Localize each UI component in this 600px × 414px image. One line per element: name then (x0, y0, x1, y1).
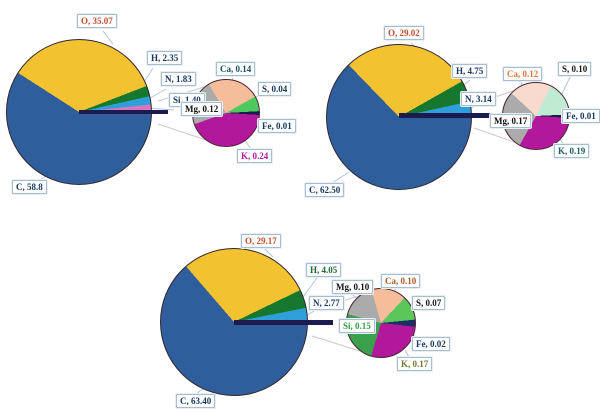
other-slice-bar-3 (234, 320, 333, 325)
label-H-2: H, 4.75 (452, 64, 488, 78)
label-N-3: N, 2.77 (309, 296, 344, 310)
label-Mg-1: Mg, 0.12 (181, 102, 223, 116)
leader-line (102, 30, 114, 45)
leader-line (262, 246, 274, 258)
leader-line (520, 80, 524, 90)
leader-line (250, 93, 263, 100)
leader-line (404, 349, 410, 358)
label-Mg-3: Mg, 0.10 (332, 280, 374, 294)
leader-line (195, 381, 213, 395)
label-C-3: C, 63.40 (176, 394, 216, 408)
label-S-1: S, 0.04 (258, 82, 292, 96)
label-Fe-1: Fe, 0.01 (258, 119, 296, 133)
main-pie-3 (160, 248, 308, 396)
leader-line (410, 42, 422, 53)
label-S-2: S, 0.10 (558, 62, 592, 76)
secondary-pie-2 (502, 82, 570, 150)
secondary-pie-3 (346, 288, 416, 358)
leader-line (560, 74, 572, 97)
label-O-3: O, 29.17 (241, 234, 281, 248)
connector-line (157, 123, 225, 147)
label-N-1: N, 1.83 (161, 72, 196, 86)
label-O-1: O, 35.07 (77, 14, 117, 28)
connector-line (157, 80, 225, 102)
connector-line (473, 83, 535, 105)
leader-line (136, 67, 154, 94)
label-K-3: K, 0.17 (397, 357, 433, 371)
leader-line (243, 138, 252, 150)
leader-line (393, 286, 397, 295)
label-Ca-2: Ca, 0.12 (503, 67, 543, 81)
connector-line (311, 335, 380, 358)
label-Fe-3: Fe, 0.02 (412, 337, 450, 351)
leader-line (558, 138, 567, 147)
leader-line (331, 171, 350, 184)
label-Fe-2: Fe, 0.01 (562, 109, 600, 123)
label-K-1: K, 0.24 (237, 149, 273, 163)
leader-line (305, 307, 320, 317)
other-slice-bar-1 (79, 110, 168, 114)
label-S-3: S, 0.07 (412, 296, 446, 310)
leader-line (408, 304, 420, 307)
secondary-pie-1 (192, 79, 260, 147)
main-pie-1 (6, 39, 152, 185)
leader-line (147, 107, 175, 111)
leader-line (302, 274, 320, 298)
leader-line (142, 88, 167, 103)
main-pie-2 (326, 44, 472, 190)
leader-line (349, 291, 357, 299)
connector-line (473, 127, 535, 150)
label-Si-3: Si, 0.15 (339, 319, 375, 333)
leader-line (39, 167, 59, 181)
label-K-2: K, 0.19 (554, 144, 590, 158)
connector-line (311, 289, 380, 311)
leader-line (451, 79, 471, 96)
label-H-3: H, 4.05 (306, 263, 342, 277)
label-Mg-2: Mg, 0.17 (490, 114, 532, 128)
leader-line (410, 330, 420, 343)
label-C-2: C, 62.50 (305, 183, 345, 197)
leader-line (457, 105, 477, 113)
label-Ca-1: Ca, 0.14 (216, 62, 256, 76)
label-Ca-3: Ca, 0.10 (381, 274, 421, 288)
label-O-2: O, 29.02 (384, 26, 424, 40)
label-C-1: C, 58.8 (12, 180, 47, 194)
leader-line (251, 115, 264, 123)
label-N-2: N, 3.14 (461, 92, 496, 106)
label-Si-1: Si, 1.40 (169, 93, 205, 107)
leader-line (230, 77, 234, 87)
label-H-1: H, 2.35 (147, 51, 183, 65)
other-slice-bar-2 (399, 113, 503, 118)
